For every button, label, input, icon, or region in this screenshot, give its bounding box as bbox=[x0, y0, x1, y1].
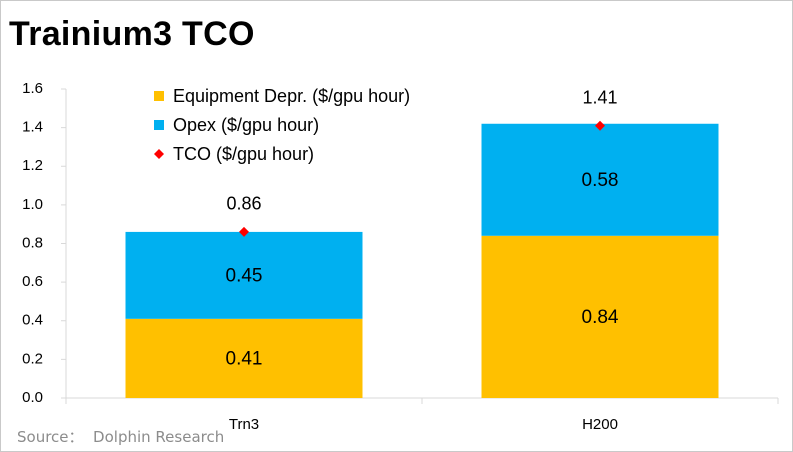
data-label: 0.84 bbox=[582, 307, 619, 328]
chart-title: Trainium3 TCO bbox=[9, 15, 255, 53]
bar-opex-trn3 bbox=[125, 231, 363, 319]
legend-swatch bbox=[154, 149, 164, 159]
legend-label: TCO ($/gpu hour) bbox=[173, 144, 314, 164]
bar-equipment-h200 bbox=[481, 235, 719, 398]
bar-opex-h200 bbox=[481, 123, 719, 236]
tco-marker-trn3 bbox=[239, 226, 249, 237]
y-tick-label: 0.6 bbox=[22, 273, 43, 290]
source-note: Source： Dolphin Research bbox=[17, 428, 225, 446]
legend-swatch bbox=[154, 91, 164, 101]
data-label: 0.58 bbox=[582, 170, 619, 191]
y-tick-label: 0.0 bbox=[22, 389, 43, 406]
bar-equipment-trn3 bbox=[125, 318, 363, 398]
legend-label: Equipment Depr. ($/gpu hour) bbox=[173, 86, 410, 106]
data-label: 0.45 bbox=[226, 265, 263, 286]
y-tick-label: 1.0 bbox=[22, 196, 43, 213]
y-tick-label: 0.8 bbox=[22, 234, 43, 251]
y-tick-label: 1.6 bbox=[22, 80, 43, 97]
tco-marker-h200 bbox=[595, 120, 605, 131]
y-tick-label: 0.2 bbox=[22, 350, 43, 367]
data-label: 0.41 bbox=[226, 348, 263, 369]
tco-label: 1.41 bbox=[582, 87, 617, 107]
tco-label: 0.86 bbox=[226, 194, 261, 214]
y-tick-label: 1.4 bbox=[22, 119, 43, 136]
y-tick-label: 0.4 bbox=[22, 312, 43, 329]
x-tick-label: H200 bbox=[582, 416, 618, 433]
y-tick-label: 1.2 bbox=[22, 157, 43, 174]
legend-label: Opex ($/gpu hour) bbox=[173, 115, 319, 135]
legend-swatch bbox=[154, 120, 164, 130]
x-tick-label: Trn3 bbox=[229, 416, 259, 433]
